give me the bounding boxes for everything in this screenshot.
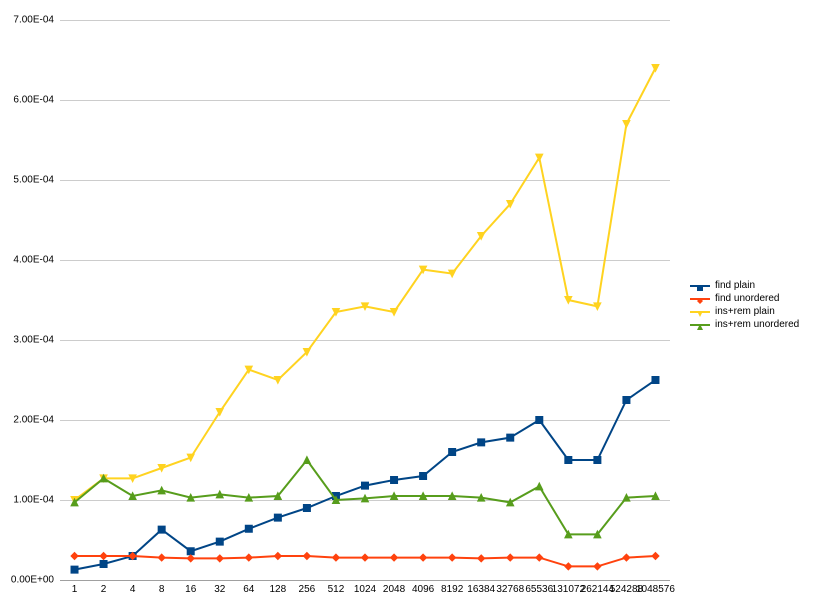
- legend-label: find unordered: [715, 293, 780, 304]
- legend-swatch: [690, 324, 710, 326]
- x-axis-tick-label: 1024: [354, 584, 376, 595]
- y-axis-tick-label: 3.00E-04: [13, 335, 54, 346]
- x-axis-tick-label: 4: [130, 584, 136, 595]
- x-axis-tick-label: 32: [214, 584, 225, 595]
- x-axis-tick-label: 128: [270, 584, 287, 595]
- x-axis-tick-label: 8: [159, 584, 165, 595]
- legend-item: find plain: [690, 280, 799, 291]
- legend-marker-icon: [697, 322, 703, 328]
- legend-swatch: [690, 298, 710, 300]
- legend-item: ins+rem unordered: [690, 319, 799, 330]
- x-axis-tick-label: 1048576: [636, 584, 675, 595]
- y-axis-tick-label: 0.00E+00: [11, 575, 54, 586]
- x-axis-tick-label: 65536: [525, 584, 553, 595]
- y-axis-tick-label: 4.00E-04: [13, 255, 54, 266]
- x-axis-tick-label: 2: [101, 584, 107, 595]
- x-axis-tick-label: 4096: [412, 584, 434, 595]
- legend-swatch: [690, 285, 710, 287]
- legend-label: ins+rem unordered: [715, 319, 799, 330]
- y-axis-tick-label: 1.00E-04: [13, 495, 54, 506]
- chart-container: 0.00E+00 1.00E-04 2.00E-04 3.00E-04 4.00E-04…: [0, 0, 818, 612]
- legend-label: find plain: [715, 280, 755, 291]
- plot-area: 0.00E+001.00E-042.00E-043.00E-044.00E-04…: [60, 20, 670, 581]
- legend-marker-icon: [697, 296, 703, 302]
- series-ins+rem-unordered: [60, 20, 670, 580]
- x-axis-tick-label: 256: [299, 584, 316, 595]
- y-axis-tick-label: 6.00E-04: [13, 95, 54, 106]
- x-axis-tick-label: 2048: [383, 584, 405, 595]
- legend-item: find unordered: [690, 293, 799, 304]
- x-axis-tick-label: 1: [72, 584, 78, 595]
- legend-marker-icon: [697, 283, 703, 289]
- x-axis-tick-label: 512: [328, 584, 345, 595]
- y-axis-tick-label: 5.00E-04: [13, 175, 54, 186]
- legend-swatch: [690, 311, 710, 313]
- x-axis-tick-label: 64: [243, 584, 254, 595]
- y-axis-tick-label: 7.00E-04: [13, 15, 54, 26]
- x-axis-tick-label: 16384: [467, 584, 495, 595]
- legend-marker-icon: [697, 309, 703, 315]
- x-axis-tick-label: 8192: [441, 584, 463, 595]
- legend: find plain find unordered ins+rem plain ins…: [690, 280, 799, 332]
- y-axis-tick-label: 2.00E-04: [13, 415, 54, 426]
- legend-label: ins+rem plain: [715, 306, 775, 317]
- x-axis-tick-label: 16: [185, 584, 196, 595]
- x-axis-tick-label: 32768: [496, 584, 524, 595]
- legend-item: ins+rem plain: [690, 306, 799, 317]
